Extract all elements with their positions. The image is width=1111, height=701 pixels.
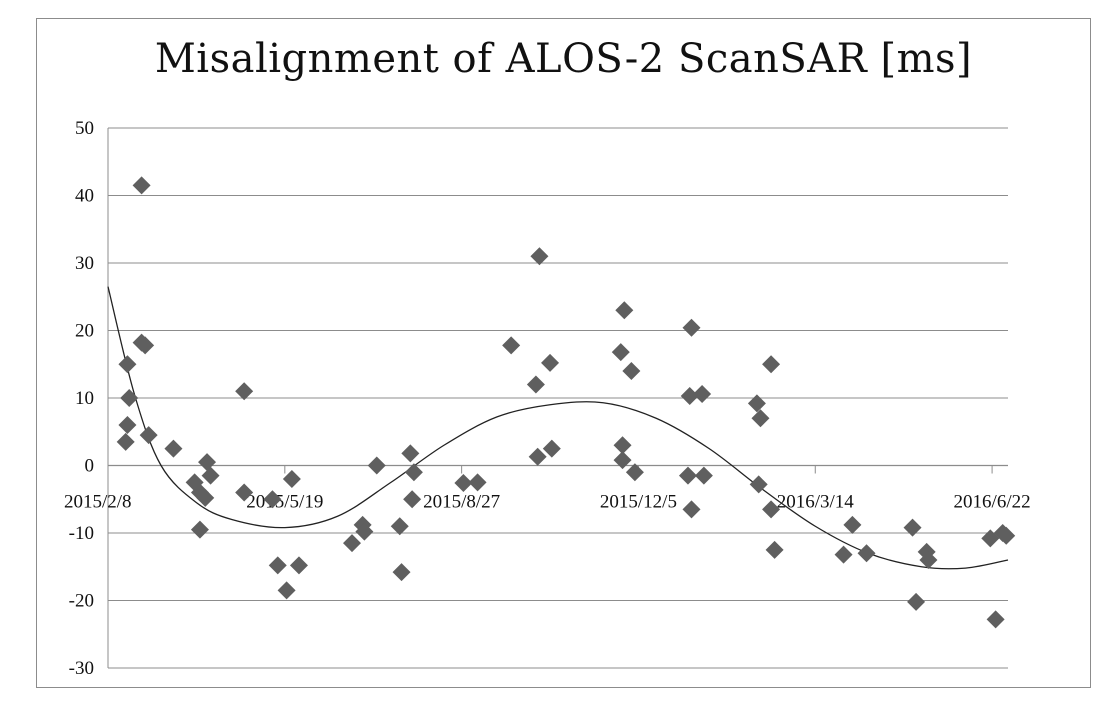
data-point xyxy=(986,610,1005,629)
data-point xyxy=(136,336,155,355)
data-point xyxy=(118,355,137,374)
data-point xyxy=(132,176,151,195)
data-point xyxy=(611,343,630,362)
data-point xyxy=(502,336,521,355)
data-point xyxy=(530,247,549,266)
data-point xyxy=(682,318,701,337)
data-point xyxy=(541,353,560,372)
data-point xyxy=(678,466,697,485)
data-point xyxy=(997,526,1016,545)
y-tick-label: -30 xyxy=(69,658,94,679)
data-point xyxy=(343,534,362,553)
x-tick-label: 2016/6/22 xyxy=(954,492,1031,513)
data-point xyxy=(615,301,634,320)
data-point xyxy=(355,522,374,541)
data-point xyxy=(235,382,254,401)
y-tick-label: 40 xyxy=(75,186,94,207)
x-tick-label: 2015/12/5 xyxy=(600,492,677,513)
y-tick-label: -20 xyxy=(69,591,94,612)
data-point xyxy=(164,439,183,458)
data-point xyxy=(235,483,254,502)
data-point xyxy=(454,474,473,493)
data-point xyxy=(468,473,487,492)
chart-title: Misalignment of ALOS-2 ScanSAR [ms] xyxy=(154,36,973,82)
data-point xyxy=(682,500,701,519)
data-point xyxy=(751,409,770,428)
data-point xyxy=(680,386,699,405)
data-point xyxy=(749,475,768,494)
y-axis: 50 40 30 20 10 0 -10 -20 -30 xyxy=(69,118,94,679)
data-point xyxy=(613,436,632,455)
data-point xyxy=(694,466,713,485)
data-point xyxy=(263,490,282,509)
data-point xyxy=(289,556,308,575)
chart-frame xyxy=(36,18,1091,688)
data-point xyxy=(857,544,876,563)
data-point xyxy=(903,518,922,537)
x-tick-label: 2016/3/14 xyxy=(777,492,855,513)
y-tick-label: 10 xyxy=(75,388,94,409)
data-point xyxy=(834,545,853,564)
data-point xyxy=(120,389,139,407)
data-point xyxy=(907,592,926,611)
y-tick-label: 30 xyxy=(75,253,94,274)
data-point xyxy=(268,556,287,575)
x-tick-label: 2015/8/27 xyxy=(423,492,500,513)
data-point xyxy=(625,463,644,482)
data-point xyxy=(201,466,220,485)
data-point xyxy=(198,453,217,472)
data-points xyxy=(116,176,1016,629)
data-point xyxy=(765,540,784,559)
y-tick-label: 0 xyxy=(85,456,95,477)
data-point xyxy=(118,416,137,434)
data-point xyxy=(277,581,296,600)
data-point xyxy=(762,355,781,374)
data-point xyxy=(919,551,938,569)
data-point xyxy=(693,384,712,403)
x-tick-label: 2015/5/19 xyxy=(246,492,323,513)
data-point xyxy=(542,439,561,458)
data-point xyxy=(762,500,781,519)
data-point xyxy=(367,456,386,475)
data-point xyxy=(401,444,420,463)
data-point xyxy=(613,451,632,470)
data-point xyxy=(390,517,409,536)
y-tick-label: -10 xyxy=(69,523,94,544)
x-axis: 2015/2/8 2015/5/19 2015/8/27 2015/12/5 2016/… xyxy=(64,464,1031,513)
data-point xyxy=(526,375,545,394)
data-point xyxy=(116,432,135,451)
data-point xyxy=(196,488,215,507)
data-point xyxy=(282,470,301,488)
data-point xyxy=(403,490,422,509)
data-point xyxy=(622,362,641,380)
data-point xyxy=(139,426,158,445)
data-point xyxy=(747,394,766,413)
data-point xyxy=(404,463,423,482)
trendline-layer xyxy=(107,286,1009,570)
data-point xyxy=(843,515,862,534)
trendline xyxy=(107,286,1009,570)
data-point xyxy=(528,447,547,466)
y-tick-label: 50 xyxy=(75,118,94,139)
data-point xyxy=(392,563,411,582)
data-point xyxy=(190,520,209,539)
x-tick-label: 2015/2/8 xyxy=(64,492,132,513)
y-tick-label: 20 xyxy=(75,321,94,342)
